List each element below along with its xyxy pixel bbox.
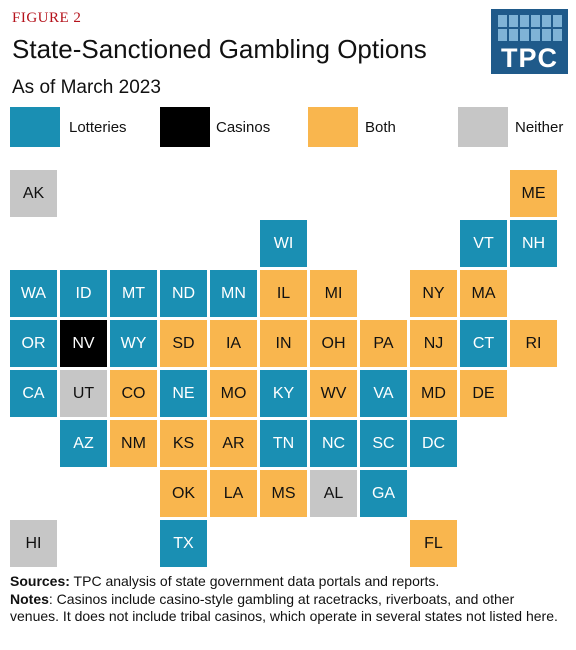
- state-tile-vt: VT: [460, 220, 507, 267]
- state-tile-ks: KS: [160, 420, 207, 467]
- state-tile-al: AL: [310, 470, 357, 517]
- state-tile-mn: MN: [210, 270, 257, 317]
- state-tile-ny: NY: [410, 270, 457, 317]
- state-tile-pa: PA: [360, 320, 407, 367]
- state-tile-co: CO: [110, 370, 157, 417]
- state-tile-wv: WV: [310, 370, 357, 417]
- state-tile-mo: MO: [210, 370, 257, 417]
- state-tile-ne: NE: [160, 370, 207, 417]
- state-tile-ms: MS: [260, 470, 307, 517]
- state-tile-or: OR: [10, 320, 57, 367]
- legend-swatch-neither: [458, 107, 508, 147]
- state-tile-hi: HI: [10, 520, 57, 567]
- state-tile-az: AZ: [60, 420, 107, 467]
- state-tile-ct: CT: [460, 320, 507, 367]
- notes-label: Notes: [10, 590, 49, 607]
- state-tile-mt: MT: [110, 270, 157, 317]
- state-tile-in: IN: [260, 320, 307, 367]
- state-tile-nd: ND: [160, 270, 207, 317]
- state-tile-nh: NH: [510, 220, 557, 267]
- sources-line: Sources: TPC analysis of state governmen…: [10, 573, 566, 591]
- state-tile-ok: OK: [160, 470, 207, 517]
- notes-line: Notes: Casinos include casino-style gamb…: [10, 591, 566, 626]
- source-notes: Sources: TPC analysis of state governmen…: [10, 573, 566, 626]
- legend-label-both: Both: [365, 119, 396, 136]
- state-tile-oh: OH: [310, 320, 357, 367]
- figure-label: FIGURE 2: [12, 10, 82, 26]
- state-tile-ia: IA: [210, 320, 257, 367]
- state-tile-wa: WA: [10, 270, 57, 317]
- state-tile-ar: AR: [210, 420, 257, 467]
- state-tile-nc: NC: [310, 420, 357, 467]
- state-tile-de: DE: [460, 370, 507, 417]
- chart-subtitle: As of March 2023: [12, 77, 161, 98]
- state-tile-ma: MA: [460, 270, 507, 317]
- state-tile-nj: NJ: [410, 320, 457, 367]
- state-tile-ak: AK: [10, 170, 57, 217]
- sources-label: Sources:: [10, 573, 70, 589]
- state-tile-ri: RI: [510, 320, 557, 367]
- state-tile-nv: NV: [60, 320, 107, 367]
- legend-label-lotteries: Lotteries: [69, 119, 127, 136]
- state-tile-tx: TX: [160, 520, 207, 567]
- legend-label-neither: Neither: [515, 119, 564, 136]
- state-tile-ga: GA: [360, 470, 407, 517]
- legend-swatch-lotteries: [10, 107, 60, 147]
- tpc-logo: TPC: [491, 9, 568, 74]
- state-tile-fl: FL: [410, 520, 457, 567]
- state-tile-sd: SD: [160, 320, 207, 367]
- logo-text: TPC: [501, 43, 558, 73]
- state-tile-mi: MI: [310, 270, 357, 317]
- state-tile-ca: CA: [10, 370, 57, 417]
- state-tile-ky: KY: [260, 370, 307, 417]
- sources-text: TPC analysis of state government data po…: [69, 573, 440, 589]
- legend-label-casinos: Casinos: [216, 119, 271, 136]
- state-tile-me: ME: [510, 170, 557, 217]
- state-tile-md: MD: [410, 370, 457, 417]
- state-tile-nm: NM: [110, 420, 157, 467]
- state-tile-dc: DC: [410, 420, 457, 467]
- state-tile-va: VA: [360, 370, 407, 417]
- legend-swatch-casinos: [160, 107, 210, 147]
- state-tile-wi: WI: [260, 220, 307, 267]
- notes-text: : Casinos include casino-style gambling …: [10, 590, 558, 625]
- state-tile-id: ID: [60, 270, 107, 317]
- chart-title: State-Sanctioned Gambling Options: [12, 34, 427, 64]
- state-tile-ut: UT: [60, 370, 107, 417]
- state-tile-tn: TN: [260, 420, 307, 467]
- legend-swatch-both: [308, 107, 358, 147]
- state-tile-il: IL: [260, 270, 307, 317]
- state-tile-sc: SC: [360, 420, 407, 467]
- logo-grid-icon: [498, 15, 562, 41]
- state-tile-la: LA: [210, 470, 257, 517]
- state-tile-wy: WY: [110, 320, 157, 367]
